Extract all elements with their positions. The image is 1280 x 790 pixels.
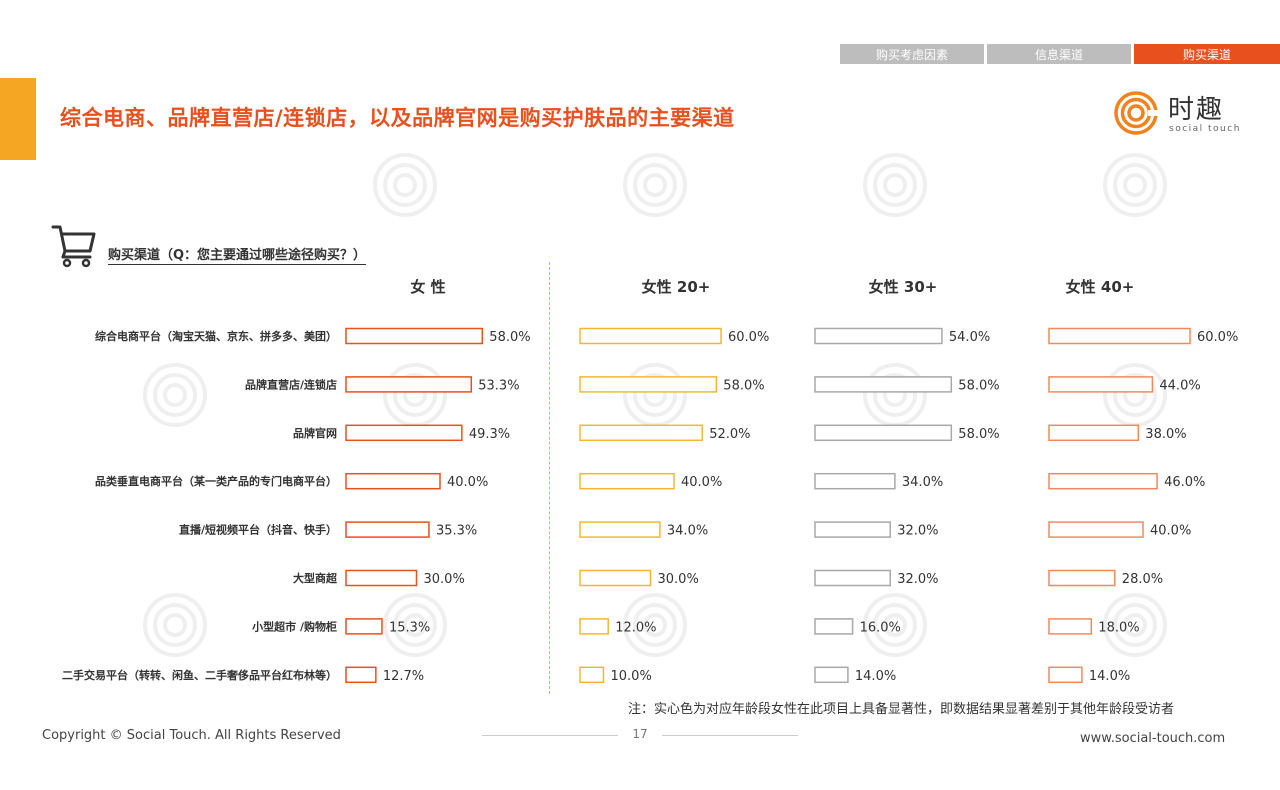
bar [345,327,484,345]
data-label: 53.3% [478,378,519,393]
data-label: 30.0% [424,572,465,587]
data-label: 40.0% [1150,524,1191,539]
bar [814,376,953,393]
series-header: 女性 30+ [869,278,938,296]
accent-bar [0,78,36,160]
bar [345,569,418,587]
tab-info-channels[interactable]: 信息渠道 [987,44,1131,64]
bar [814,472,896,490]
bar [579,472,675,490]
bar [1048,376,1154,393]
series-header: 女性 20+ [642,278,711,296]
bar [579,521,661,538]
data-label: 18.0% [1098,620,1139,635]
logo-subtext: social touch [1169,124,1241,134]
bar [579,666,605,684]
bar [345,666,377,684]
category-label: 直播/短视频平台（抖音、快手） [179,523,337,537]
bar [579,376,718,393]
data-label: 16.0% [860,620,901,635]
tab-purchase-factors[interactable]: 购买考虑因素 [840,44,984,64]
bar [814,327,943,345]
page-title: 综合电商、品牌直营店/连锁店，以及品牌官网是购买护肤品的主要渠道 [60,106,735,130]
bar [345,472,441,490]
bar [1048,618,1093,635]
bar [345,618,383,635]
data-label: 38.0% [1145,427,1186,442]
significance-note: 注：实心色为对应年龄段女性在此项目上具备显著性，即数据结果显著差别于其他年龄段受… [628,702,1175,717]
category-label: 综合电商平台（淘宝天猫、京东、拼多多、美团） [95,329,337,343]
category-label: 品牌官网 [293,426,337,440]
data-label: 15.3% [389,620,430,635]
shopping-cart-icon [51,225,96,268]
data-label: 46.0% [1164,475,1205,490]
section-title: 购买渠道（Q：您主要通过哪些途径购买？） [108,244,367,265]
data-label: 28.0% [1122,572,1163,587]
spiral-logo-icon [1114,91,1162,135]
data-label: 44.0% [1159,378,1200,393]
category-label: 大型商超 [293,571,338,585]
category-label: 品类垂直电商平台（某一类产品的专门电商平台） [95,474,337,488]
bar [1048,327,1191,345]
data-label: 14.0% [1089,669,1130,684]
series-header: 女性 40+ [1066,278,1135,296]
bar [579,569,652,587]
panel-divider [549,262,550,694]
data-label: 40.0% [681,475,722,490]
data-label: 34.0% [667,524,708,539]
bar [579,618,609,635]
bar [1048,569,1116,587]
bar [814,666,849,684]
data-label: 40.0% [447,475,488,490]
data-label: 60.0% [1197,330,1238,345]
website-url[interactable]: www.social-touch.com [1080,731,1226,746]
data-label: 32.0% [897,572,938,587]
data-label: 58.0% [958,427,999,442]
data-label: 60.0% [728,330,769,345]
copyright-text: Copyright © Social Touch. All Rights Res… [42,728,341,743]
data-label: 10.0% [611,669,652,684]
bar [1048,521,1144,538]
data-label: 32.0% [897,524,938,539]
data-label: 35.3% [436,524,477,539]
data-label: 49.3% [469,427,510,442]
series-header: 女 性 [410,278,445,296]
tab-purchase-channels[interactable]: 购买渠道 [1134,44,1280,64]
bar [579,327,722,345]
data-label: 54.0% [949,330,990,345]
data-label: 58.0% [489,330,530,345]
brand-logo: 时趣 social touch [1112,90,1242,136]
page-number-line-right [662,735,798,736]
page-number-line-left [482,735,618,736]
category-label: 二手交易平台（转转、闲鱼、二手奢侈品平台红布林等） [62,668,337,682]
bar [345,424,463,442]
data-label: 30.0% [658,572,699,587]
bar [814,424,953,442]
bar [345,376,473,393]
bar [814,618,854,635]
bar [814,569,891,587]
bar [814,521,891,538]
bar [1048,666,1083,684]
page-number: 17 [632,727,648,741]
data-label: 58.0% [723,378,764,393]
section-tabs: 购买考虑因素 信息渠道 购买渠道 [840,44,1280,64]
bar [345,521,430,538]
data-label: 12.0% [615,620,656,635]
data-label: 58.0% [958,378,999,393]
data-label: 14.0% [855,669,896,684]
bar [1048,472,1158,490]
data-label: 52.0% [709,427,750,442]
data-label: 34.0% [902,475,943,490]
logo-text: 时趣 [1168,95,1225,125]
bar [1048,424,1140,442]
category-label: 品牌直营店/连锁店 [245,377,337,391]
category-label: 小型超市 /购物柜 [251,619,337,633]
bar [579,424,703,442]
data-label: 12.7% [383,669,424,684]
